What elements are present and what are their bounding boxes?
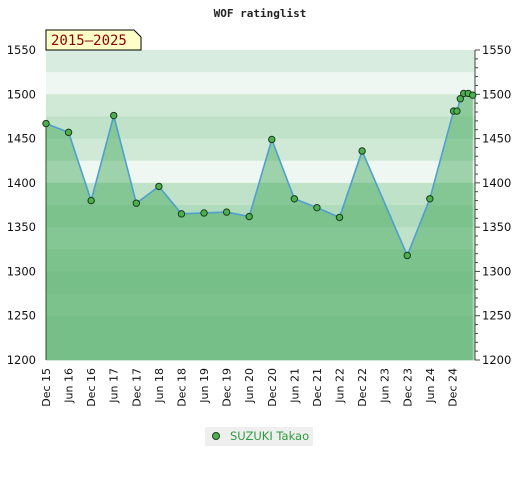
data-point[interactable] <box>87 196 95 205</box>
x-tick-label: Jun 20 <box>243 368 256 404</box>
data-point[interactable] <box>110 111 118 120</box>
y-tick-label-left: 1500 <box>7 87 36 101</box>
data-point[interactable] <box>290 195 299 203</box>
data-point[interactable] <box>453 107 461 115</box>
y-axis-right-labels: 1200 1250 1300 1350 1400 1450 1500 1550 <box>482 43 511 367</box>
legend-marker <box>212 432 220 440</box>
y-tick-label-right: 1450 <box>482 132 511 146</box>
data-point[interactable] <box>335 213 344 222</box>
data-point[interactable] <box>132 199 141 207</box>
y-tick-label-right: 1350 <box>482 220 511 234</box>
area-fill <box>46 93 473 361</box>
grid-band <box>46 138 475 162</box>
grid-band <box>46 205 475 228</box>
data-point[interactable] <box>426 195 434 203</box>
data-point[interactable] <box>222 208 231 216</box>
grid-band <box>46 94 475 117</box>
x-tick-label: Dec 24 <box>446 368 459 407</box>
x-tick-label: Jun 21 <box>288 368 301 404</box>
grid-band <box>46 116 475 140</box>
chart-title: WOF ratinglist <box>214 7 307 20</box>
grid-band <box>46 271 475 295</box>
legend-series-name: SUZUKI Takao <box>230 429 309 443</box>
grid-band <box>46 337 475 361</box>
x-tick-label: Dec 18 <box>175 368 188 407</box>
x-axis-labels: Dec 15 Jun 16 Dec 16 Jun 17 Dec 17 Jun 18 Dec … <box>40 368 459 407</box>
x-tick-label: Jun 22 <box>334 368 347 404</box>
x-tick-label: Jun 16 <box>63 368 76 404</box>
y-tick-label-left: 1200 <box>7 353 36 367</box>
data-point[interactable] <box>245 212 253 221</box>
y-tick-label-left: 1250 <box>7 309 36 323</box>
x-tick-label: Dec 20 <box>266 368 279 407</box>
grid-band <box>46 182 475 206</box>
data-points <box>42 89 477 260</box>
x-tick-label: Jun 24 <box>424 368 437 404</box>
data-point[interactable] <box>469 91 477 99</box>
grid-band <box>46 315 475 339</box>
data-point[interactable] <box>313 203 321 212</box>
x-tick-label: Dec 21 <box>311 368 324 407</box>
grid-band <box>46 249 475 272</box>
data-point[interactable] <box>64 128 73 137</box>
y-tick-label-right: 1250 <box>482 309 511 323</box>
y-tick-label-left: 1550 <box>7 43 36 57</box>
y-tick-label-right: 1300 <box>482 264 511 278</box>
grid-band <box>46 160 475 184</box>
period-badge: 2015–2025 <box>45 29 142 51</box>
data-point[interactable] <box>403 251 411 260</box>
grid-band <box>46 227 475 250</box>
y-tick-label-right: 1200 <box>482 353 511 367</box>
x-tick-label: Dec 22 <box>356 368 369 407</box>
plot-background <box>46 50 475 361</box>
data-point[interactable] <box>177 210 186 218</box>
data-point[interactable] <box>268 135 276 144</box>
grid-band <box>46 72 475 95</box>
y-tick-label-right: 1550 <box>482 43 511 57</box>
legend[interactable]: SUZUKI Takao <box>205 427 313 446</box>
data-point[interactable] <box>456 95 465 103</box>
y-tick-label-left: 1350 <box>7 220 36 234</box>
data-point[interactable] <box>358 147 366 155</box>
x-tick-label: Jun 18 <box>153 368 166 404</box>
data-point[interactable] <box>155 182 163 191</box>
x-tick-label: Dec 15 <box>40 368 53 407</box>
y-axis-left-labels: 1200 1250 1300 1350 1400 1450 1500 1550 <box>7 43 36 367</box>
data-point[interactable] <box>200 209 208 217</box>
x-tick-label: Dec 23 <box>401 368 414 407</box>
x-tick-label: Jun 17 <box>108 368 121 404</box>
y-tick-label-left: 1400 <box>7 176 36 190</box>
x-tick-label: Dec 19 <box>221 368 234 407</box>
y-tick-label-right: 1400 <box>482 176 511 190</box>
data-point[interactable] <box>42 119 50 128</box>
y-tick-label-left: 1450 <box>7 132 36 146</box>
axes <box>474 49 480 361</box>
y-tick-label-right: 1500 <box>482 87 511 101</box>
x-tick-label: Dec 17 <box>130 368 143 407</box>
x-tick-label: Jun 19 <box>198 368 211 404</box>
legend-box <box>205 427 313 446</box>
grid-band <box>46 50 475 73</box>
x-tick-label: Dec 16 <box>85 368 98 407</box>
grid-band <box>46 293 475 317</box>
x-tick-label: Jun 23 <box>379 368 392 404</box>
y-tick-label-left: 1300 <box>7 264 36 278</box>
period-label: 2015–2025 <box>51 33 127 49</box>
